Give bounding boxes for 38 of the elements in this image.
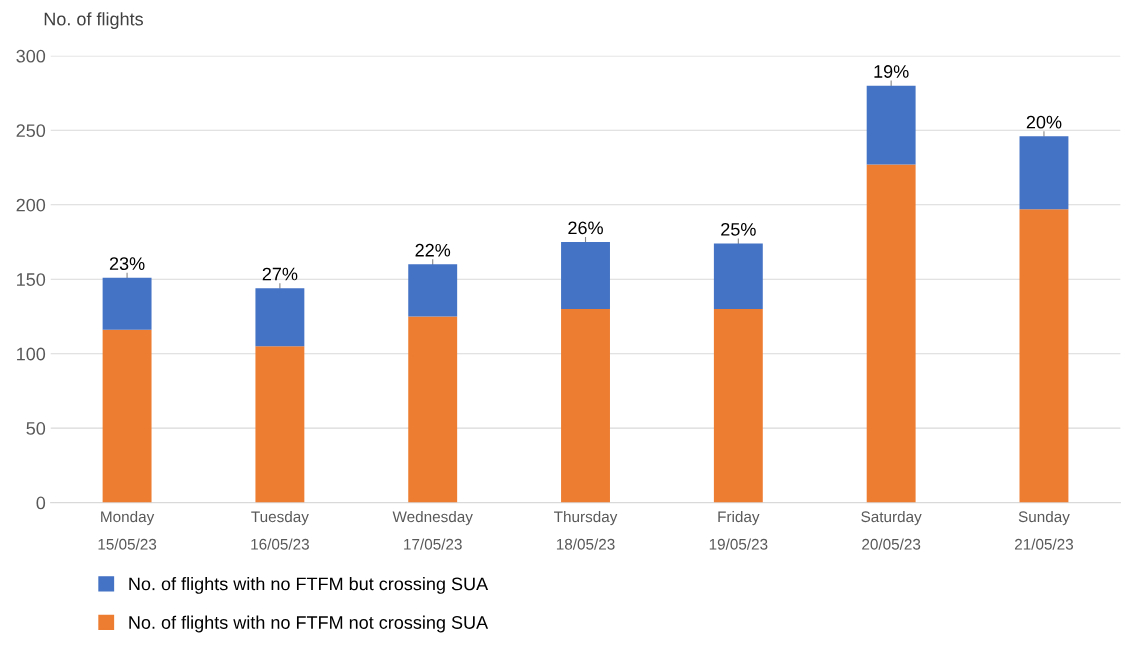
bar [561,309,610,503]
y-tick-label: 100 [17,347,46,361]
x-tick-label: Monday 15/05/23 [98,510,157,550]
y-axis-title: No. of flights [44,12,143,30]
annotation: 19% [874,65,909,78]
x-tick-label: Thursday 18/05/23 [554,510,618,550]
annotation: 20% [1026,115,1062,129]
bar [866,164,916,503]
y-tick-label: 150 [17,273,46,286]
bar [1019,209,1069,503]
bar [713,243,763,310]
y-tick-label: 200 [16,198,46,212]
x-tick-label: Friday 19/05/23 [709,510,768,550]
bar [1019,136,1069,210]
bar [713,309,763,503]
y-tick-label: 250 [16,124,46,138]
y-tick-label: 0 [36,496,46,510]
bar [408,316,458,503]
x-tick-label: Wednesday 17/05/23 [392,510,473,550]
annotation: 23% [109,257,145,270]
x-tick-label: Tuesday 16/05/23 [251,510,309,550]
x-tick-label: Saturday 20/05/23 [861,510,922,550]
y-tick-label: 300 [16,49,46,63]
x-tick-label: Sunday 21/05/23 [1015,510,1074,550]
legend-label: No. of flights with no FTFM but crossing SUA [129,577,489,594]
bar [866,85,916,165]
bar [102,277,152,330]
annotation: 27% [262,267,298,281]
annotation: 25% [721,222,756,236]
bar [408,264,458,317]
annotation: 26% [568,221,603,235]
bar [255,346,305,503]
legend-label: No. of flights with no FTFM not crossing SUA [129,615,489,633]
y-tick-label: 50 [26,422,46,435]
annotation: 22% [415,243,451,257]
bar [102,329,152,503]
bar [561,241,610,310]
bar [255,288,305,347]
